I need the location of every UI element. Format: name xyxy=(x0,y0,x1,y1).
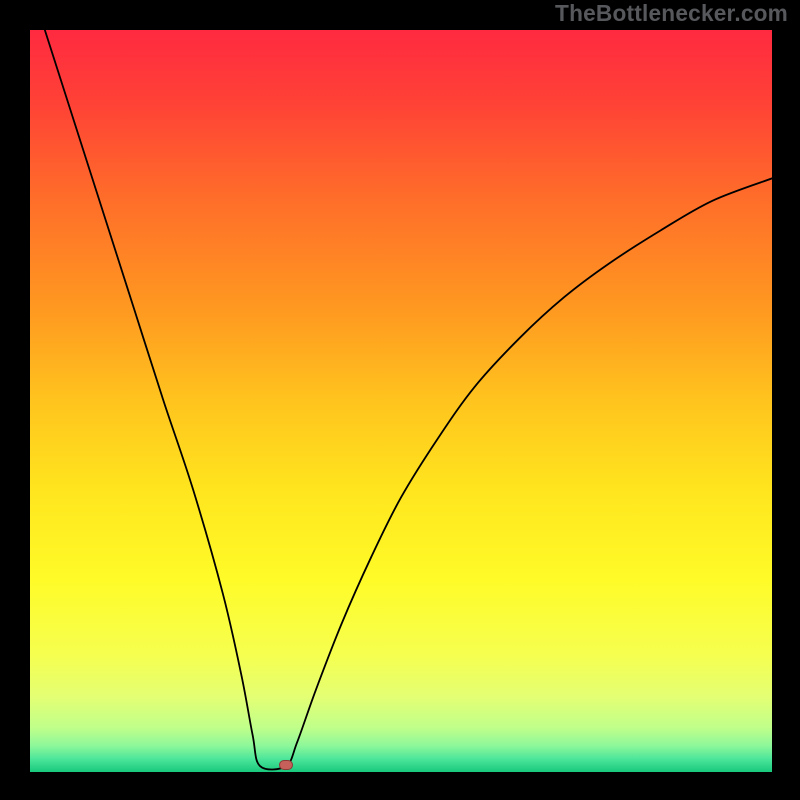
watermark-text: TheBottlenecker.com xyxy=(555,0,788,27)
curve-layer-svg xyxy=(30,30,772,772)
plot-area xyxy=(30,30,772,772)
optimal-point-marker xyxy=(279,760,293,770)
bottleneck-curve xyxy=(45,30,772,770)
chart-stage: TheBottlenecker.com xyxy=(0,0,800,800)
